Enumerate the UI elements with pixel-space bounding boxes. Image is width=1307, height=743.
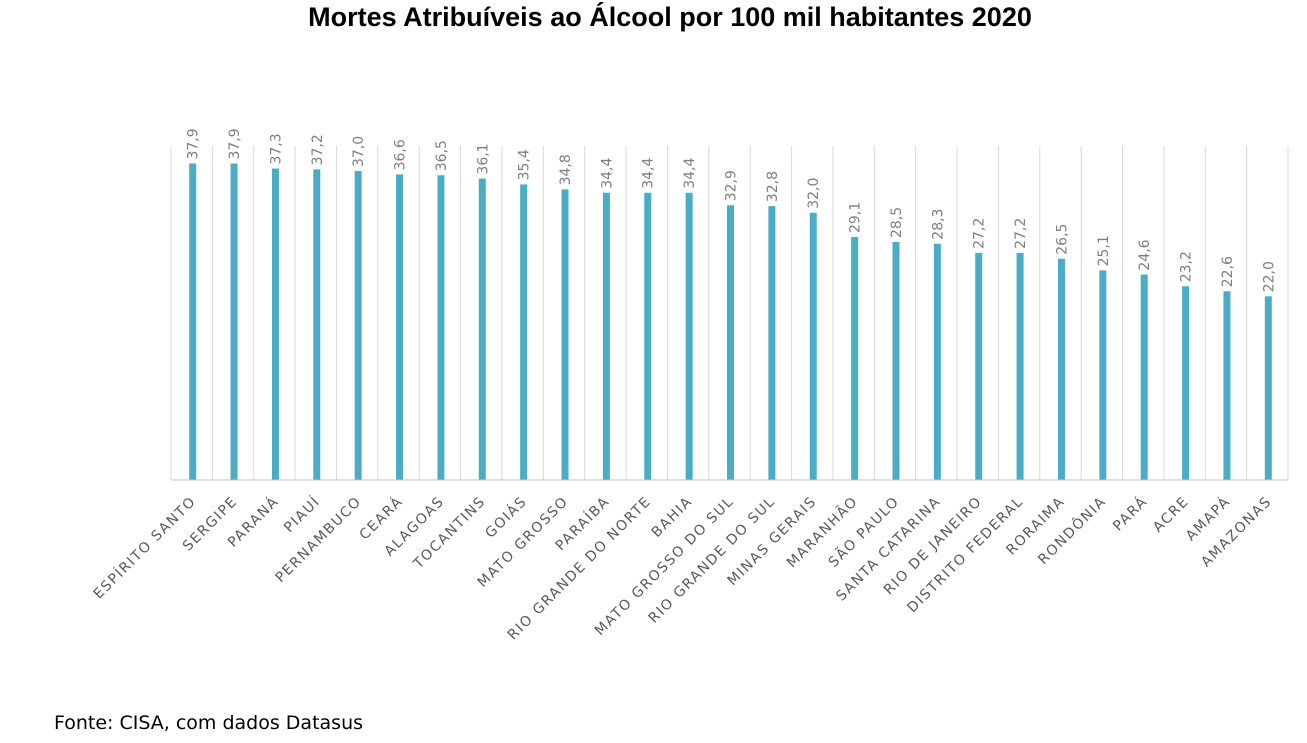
value-label: 24,6	[1137, 239, 1153, 270]
bar	[437, 175, 445, 480]
value-label: 37,9	[227, 128, 243, 159]
value-label: 23,2	[1179, 251, 1195, 282]
value-label: 29,1	[848, 202, 864, 233]
value-labels: 37,9 37,9 37,3 37,2 37,0 36,6 36,5 36,1 35,4 34,8…	[186, 128, 1278, 292]
value-label: 37,3	[268, 133, 284, 164]
bar	[1264, 296, 1272, 480]
value-label: 22,6	[1220, 256, 1236, 287]
bar	[851, 237, 859, 480]
value-label: 34,4	[682, 157, 698, 188]
bar	[1140, 274, 1148, 480]
bar	[644, 192, 652, 480]
bar	[520, 184, 528, 480]
value-label: 37,9	[186, 128, 202, 159]
bar	[1182, 286, 1190, 480]
bar	[313, 169, 321, 480]
bar	[1099, 270, 1107, 480]
bar	[768, 206, 776, 480]
bar	[189, 163, 197, 480]
grid-lines	[170, 146, 1289, 480]
bar	[1223, 291, 1231, 480]
bar	[271, 168, 279, 481]
category-label: RONDÔNIA	[1034, 492, 1110, 568]
value-label: 32,9	[724, 170, 740, 201]
bar	[685, 192, 693, 480]
bar	[975, 252, 983, 480]
source-note: Fonte: CISA, com dados Datasus	[54, 712, 364, 734]
value-label: 22,0	[1261, 261, 1277, 292]
value-label: 26,5	[1054, 224, 1070, 255]
value-label: 36,1	[475, 143, 491, 174]
category-label: SÃO PAULO	[825, 493, 903, 571]
bar	[478, 178, 486, 480]
value-label: 34,4	[599, 157, 615, 188]
value-label: 27,2	[972, 218, 988, 249]
value-label: 28,5	[889, 207, 905, 238]
bar	[396, 174, 404, 480]
bar	[933, 243, 941, 480]
bar	[354, 171, 362, 481]
bar	[230, 163, 238, 480]
category-label: MARANHÃO	[783, 493, 861, 571]
bar	[561, 189, 569, 481]
category-labels: ESPÍRITO SANTOSERGIPEPARANÁPIAUÍPERNAMBU…	[90, 492, 1275, 643]
bar	[1016, 252, 1024, 480]
value-label: 36,6	[393, 139, 409, 170]
value-label: 37,0	[351, 136, 367, 167]
value-label: 32,8	[765, 171, 781, 202]
bars	[189, 163, 1272, 481]
value-label: 34,8	[558, 154, 574, 185]
value-label: 32,0	[806, 178, 822, 209]
value-label: 34,4	[641, 157, 657, 188]
value-label: 25,1	[1096, 235, 1112, 266]
bar	[1057, 258, 1065, 480]
bar	[727, 205, 734, 480]
bar	[602, 192, 610, 480]
category-label: TOCANTINS	[410, 494, 489, 573]
chart-title: Mortes Atribuíveis ao Álcool por 100 mil…	[308, 2, 1032, 32]
category-label: PARÁ	[1109, 493, 1151, 535]
value-label: 28,3	[930, 209, 946, 240]
bar	[892, 242, 900, 480]
value-label: 36,5	[434, 140, 450, 171]
value-label: 37,2	[310, 134, 326, 165]
value-label: 27,2	[1013, 218, 1029, 249]
value-label: 35,4	[517, 149, 533, 180]
bar	[809, 212, 817, 481]
